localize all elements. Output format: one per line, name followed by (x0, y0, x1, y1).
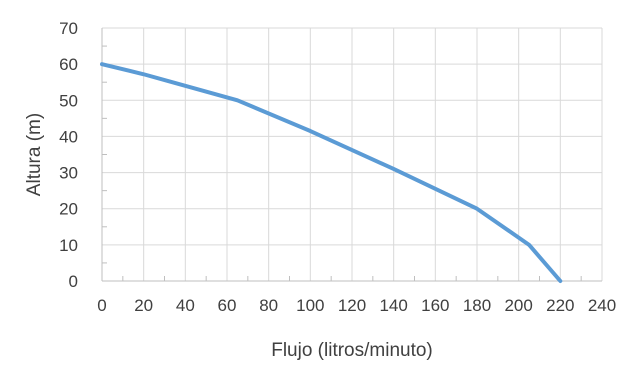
y-tick-label: 60 (59, 55, 78, 74)
y-tick-label: 20 (59, 200, 78, 219)
x-tick-label: 20 (134, 296, 153, 315)
y-tick-label: 30 (59, 164, 78, 183)
x-tick-label: 180 (463, 296, 491, 315)
x-tick-label: 100 (296, 296, 324, 315)
x-tick-label: 220 (546, 296, 574, 315)
x-tick-label: 140 (379, 296, 407, 315)
x-tick-label: 200 (504, 296, 532, 315)
x-tick-label: 240 (588, 296, 616, 315)
x-tick-label: 60 (218, 296, 237, 315)
grid (102, 27, 603, 281)
x-tick-label: 0 (97, 296, 106, 315)
y-axis-title: Altura (m) (24, 113, 45, 196)
x-tick-label: 80 (259, 296, 278, 315)
y-tick-label: 70 (59, 19, 78, 38)
tick-labels: 0 20 40 60 80 100 120 140 160 180 200 220 240 0 10 20 30… (59, 19, 616, 315)
x-tick-label: 120 (338, 296, 366, 315)
series-layer (100, 62, 563, 283)
y-tick-label: 10 (59, 236, 78, 255)
y-tick-label: 0 (69, 272, 78, 291)
y-tick-label: 50 (59, 91, 78, 110)
series-line (100, 62, 563, 283)
x-axis-title: Flujo (litros/minuto) (271, 340, 433, 361)
axes (101, 28, 602, 282)
y-tick-label: 40 (59, 127, 78, 146)
x-tick-label: 40 (176, 296, 195, 315)
x-tick-label: 160 (421, 296, 449, 315)
